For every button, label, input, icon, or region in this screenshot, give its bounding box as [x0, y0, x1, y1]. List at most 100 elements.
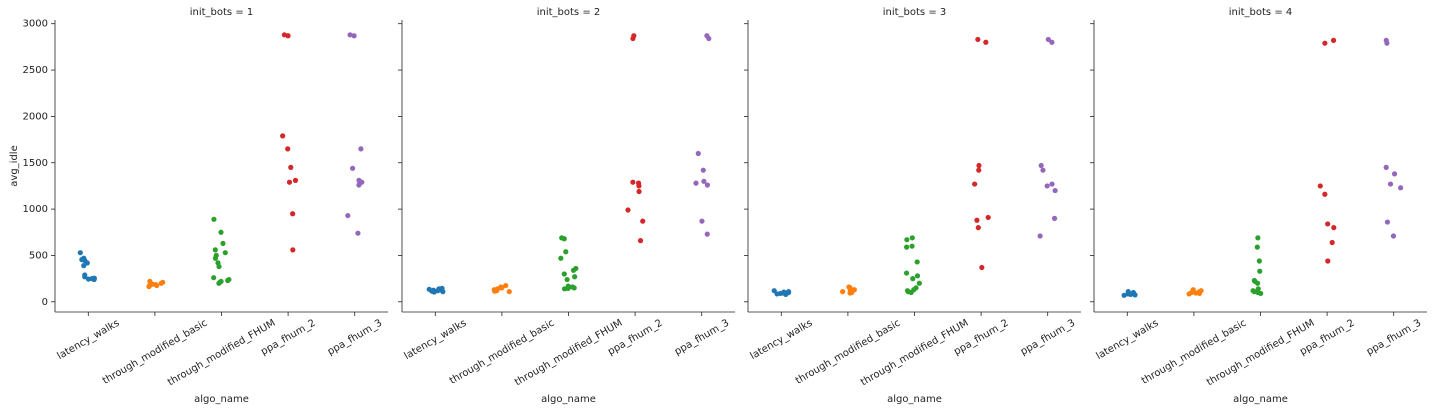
point — [636, 188, 642, 195]
point — [1196, 290, 1203, 297]
point — [1051, 215, 1058, 221]
point — [285, 33, 291, 39]
point — [1322, 40, 1328, 46]
point — [570, 267, 577, 273]
point — [561, 286, 568, 292]
point — [1325, 221, 1331, 227]
point — [914, 273, 921, 279]
point — [1256, 258, 1262, 264]
point — [704, 182, 711, 188]
point — [1255, 235, 1261, 241]
point — [904, 244, 910, 250]
point — [1329, 239, 1335, 246]
point — [1049, 39, 1055, 45]
point — [212, 255, 219, 261]
point — [699, 218, 705, 224]
point — [506, 289, 512, 295]
x-tick-label: through_modified_FHUM — [859, 318, 970, 389]
x-axis-label: algo_name — [1233, 394, 1288, 405]
x-axis-label: algo_name — [887, 394, 942, 405]
point — [1330, 37, 1337, 43]
point — [976, 167, 982, 173]
x-axis-label: algo_name — [194, 394, 249, 405]
point — [1390, 233, 1397, 239]
facet-title: init_bots = 1 — [190, 7, 254, 18]
point — [908, 289, 914, 296]
point — [1044, 183, 1050, 189]
point — [630, 35, 636, 42]
point — [979, 264, 985, 271]
point — [212, 247, 218, 253]
point — [561, 236, 567, 242]
point — [218, 229, 224, 235]
point — [914, 259, 920, 265]
point — [1387, 181, 1394, 187]
y-tick-label: 2500 — [23, 65, 48, 76]
point — [1391, 171, 1398, 177]
x-tick-label: latency_walks — [1095, 318, 1161, 362]
point — [1254, 280, 1261, 286]
point — [1121, 292, 1127, 298]
point — [903, 270, 910, 276]
point — [1254, 244, 1260, 250]
point — [1384, 40, 1390, 46]
point — [572, 274, 578, 280]
point — [1384, 219, 1391, 225]
point — [700, 167, 706, 173]
y-tick-label: 3000 — [23, 19, 48, 30]
point — [154, 282, 160, 289]
point — [1045, 36, 1051, 43]
y-tick-label: 2000 — [23, 111, 48, 122]
point — [783, 291, 789, 297]
point — [625, 207, 631, 213]
point — [1331, 225, 1337, 231]
point — [1040, 167, 1046, 173]
point — [1132, 292, 1138, 298]
x-tick-label: ppa_fhum_3 — [1365, 318, 1423, 358]
point — [216, 263, 222, 270]
point — [499, 285, 505, 291]
x-tick-label: latency_walks — [749, 318, 815, 362]
point — [355, 230, 361, 236]
point — [503, 282, 509, 289]
point — [564, 276, 570, 283]
point — [280, 133, 286, 139]
point — [286, 179, 293, 185]
point — [292, 177, 299, 183]
point — [561, 271, 567, 277]
point — [983, 39, 989, 45]
point — [356, 182, 362, 188]
point — [571, 285, 577, 291]
x-tick-label: through_modified_FHUM — [166, 318, 277, 389]
point — [701, 178, 707, 184]
x-axis-label: algo_name — [541, 394, 596, 405]
point — [1383, 164, 1389, 170]
point — [975, 225, 981, 231]
point — [77, 250, 83, 256]
x-tick-label: through_modified_FHUM — [513, 318, 624, 389]
point — [975, 36, 981, 43]
point — [558, 255, 564, 261]
point — [909, 243, 915, 249]
x-tick-label: latency_walks — [403, 318, 469, 362]
facet-title: init_bots = 2 — [537, 7, 601, 18]
point — [774, 291, 780, 297]
point — [211, 216, 217, 222]
point — [1322, 191, 1328, 197]
point — [909, 235, 915, 241]
x-tick-label: through_modified_FHUM — [1205, 318, 1316, 389]
point — [706, 35, 712, 42]
point — [1398, 185, 1404, 191]
point — [211, 275, 217, 281]
point — [1128, 291, 1134, 297]
point — [1325, 258, 1331, 264]
point — [288, 164, 294, 170]
point — [563, 249, 569, 255]
point — [840, 289, 846, 295]
point — [1255, 286, 1261, 292]
y-tick-label: 500 — [29, 250, 48, 261]
point — [492, 288, 498, 294]
point — [431, 289, 437, 295]
point — [146, 283, 152, 290]
